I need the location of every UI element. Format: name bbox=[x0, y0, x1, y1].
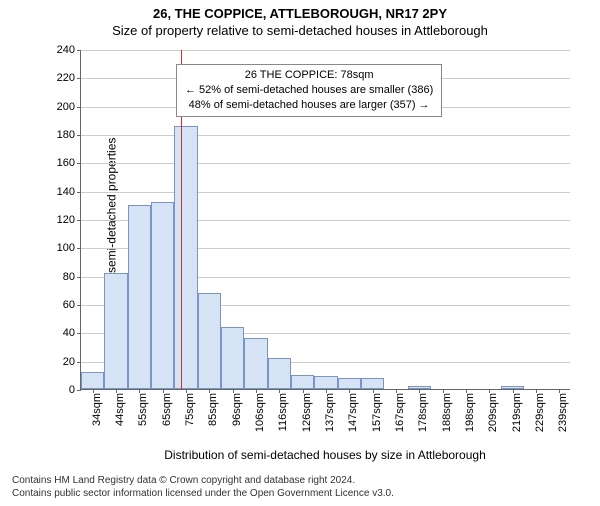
y-tick: 120 bbox=[57, 214, 81, 226]
x-tick: 96sqm bbox=[231, 393, 243, 426]
histogram-bar bbox=[221, 327, 244, 389]
x-tick: 44sqm bbox=[114, 393, 126, 426]
histogram-bar bbox=[244, 338, 267, 389]
footer-attribution: Contains HM Land Registry data © Crown c… bbox=[12, 475, 394, 500]
histogram-bar bbox=[198, 293, 221, 389]
y-tick: 160 bbox=[57, 157, 81, 169]
info-line-larger: 48% of semi-detached houses are larger (… bbox=[185, 98, 433, 113]
x-tick: 239sqm bbox=[557, 393, 569, 432]
info-line-smaller: ← 52% of semi-detached houses are smalle… bbox=[185, 83, 433, 98]
x-tick: 85sqm bbox=[207, 393, 219, 426]
histogram-bar bbox=[174, 126, 197, 390]
x-tick: 198sqm bbox=[464, 393, 476, 432]
histogram-bar bbox=[291, 375, 314, 389]
histogram-bar bbox=[128, 205, 151, 389]
x-tick: 137sqm bbox=[324, 393, 336, 432]
x-tick: 34sqm bbox=[91, 393, 103, 426]
y-tick: 140 bbox=[57, 186, 81, 198]
x-tick: 219sqm bbox=[511, 393, 523, 432]
footer-line-2: Contains public sector information licen… bbox=[12, 488, 394, 501]
y-tick: 40 bbox=[63, 327, 81, 339]
x-tick: 188sqm bbox=[441, 393, 453, 432]
gridline bbox=[81, 192, 570, 193]
y-tick: 100 bbox=[57, 242, 81, 254]
gridline bbox=[81, 135, 570, 136]
page-subtitle: Size of property relative to semi-detach… bbox=[0, 23, 600, 38]
x-tick: 209sqm bbox=[487, 393, 499, 432]
x-tick: 75sqm bbox=[184, 393, 196, 426]
x-tick: 147sqm bbox=[347, 393, 359, 432]
y-tick: 60 bbox=[63, 299, 81, 311]
page-title: 26, THE COPPICE, ATTLEBOROUGH, NR17 2PY bbox=[0, 6, 600, 21]
y-tick: 180 bbox=[57, 129, 81, 141]
x-tick: 116sqm bbox=[277, 393, 289, 431]
histogram-bar bbox=[338, 378, 361, 389]
y-tick: 80 bbox=[63, 271, 81, 283]
histogram-bar bbox=[268, 358, 291, 389]
histogram-bar bbox=[314, 376, 337, 389]
y-tick: 20 bbox=[63, 356, 81, 368]
y-tick: 0 bbox=[69, 384, 81, 396]
plot-area: 02040608010012014016018020022024034sqm44… bbox=[80, 50, 570, 390]
y-tick: 200 bbox=[57, 101, 81, 113]
gridline bbox=[81, 50, 570, 51]
histogram-bar bbox=[81, 372, 104, 389]
y-tick: 240 bbox=[57, 44, 81, 56]
marker-info-box: 26 THE COPPICE: 78sqm ← 52% of semi-deta… bbox=[176, 64, 442, 117]
footer-line-1: Contains HM Land Registry data © Crown c… bbox=[12, 475, 394, 488]
x-tick: 157sqm bbox=[371, 393, 383, 432]
x-tick: 55sqm bbox=[137, 393, 149, 426]
y-tick: 220 bbox=[57, 72, 81, 84]
x-axis-label: Distribution of semi-detached houses by … bbox=[80, 448, 570, 462]
histogram-bar bbox=[151, 202, 174, 389]
histogram-bar bbox=[104, 273, 127, 389]
histogram-chart: Number of semi-detached properties 02040… bbox=[50, 50, 580, 420]
x-tick: 106sqm bbox=[254, 393, 266, 432]
x-tick: 126sqm bbox=[301, 393, 313, 432]
info-line-property: 26 THE COPPICE: 78sqm bbox=[185, 68, 433, 83]
x-tick: 167sqm bbox=[394, 393, 406, 432]
x-tick: 65sqm bbox=[161, 393, 173, 426]
x-tick: 178sqm bbox=[417, 393, 429, 432]
gridline bbox=[81, 163, 570, 164]
histogram-bar bbox=[361, 378, 384, 389]
x-tick: 229sqm bbox=[534, 393, 546, 432]
